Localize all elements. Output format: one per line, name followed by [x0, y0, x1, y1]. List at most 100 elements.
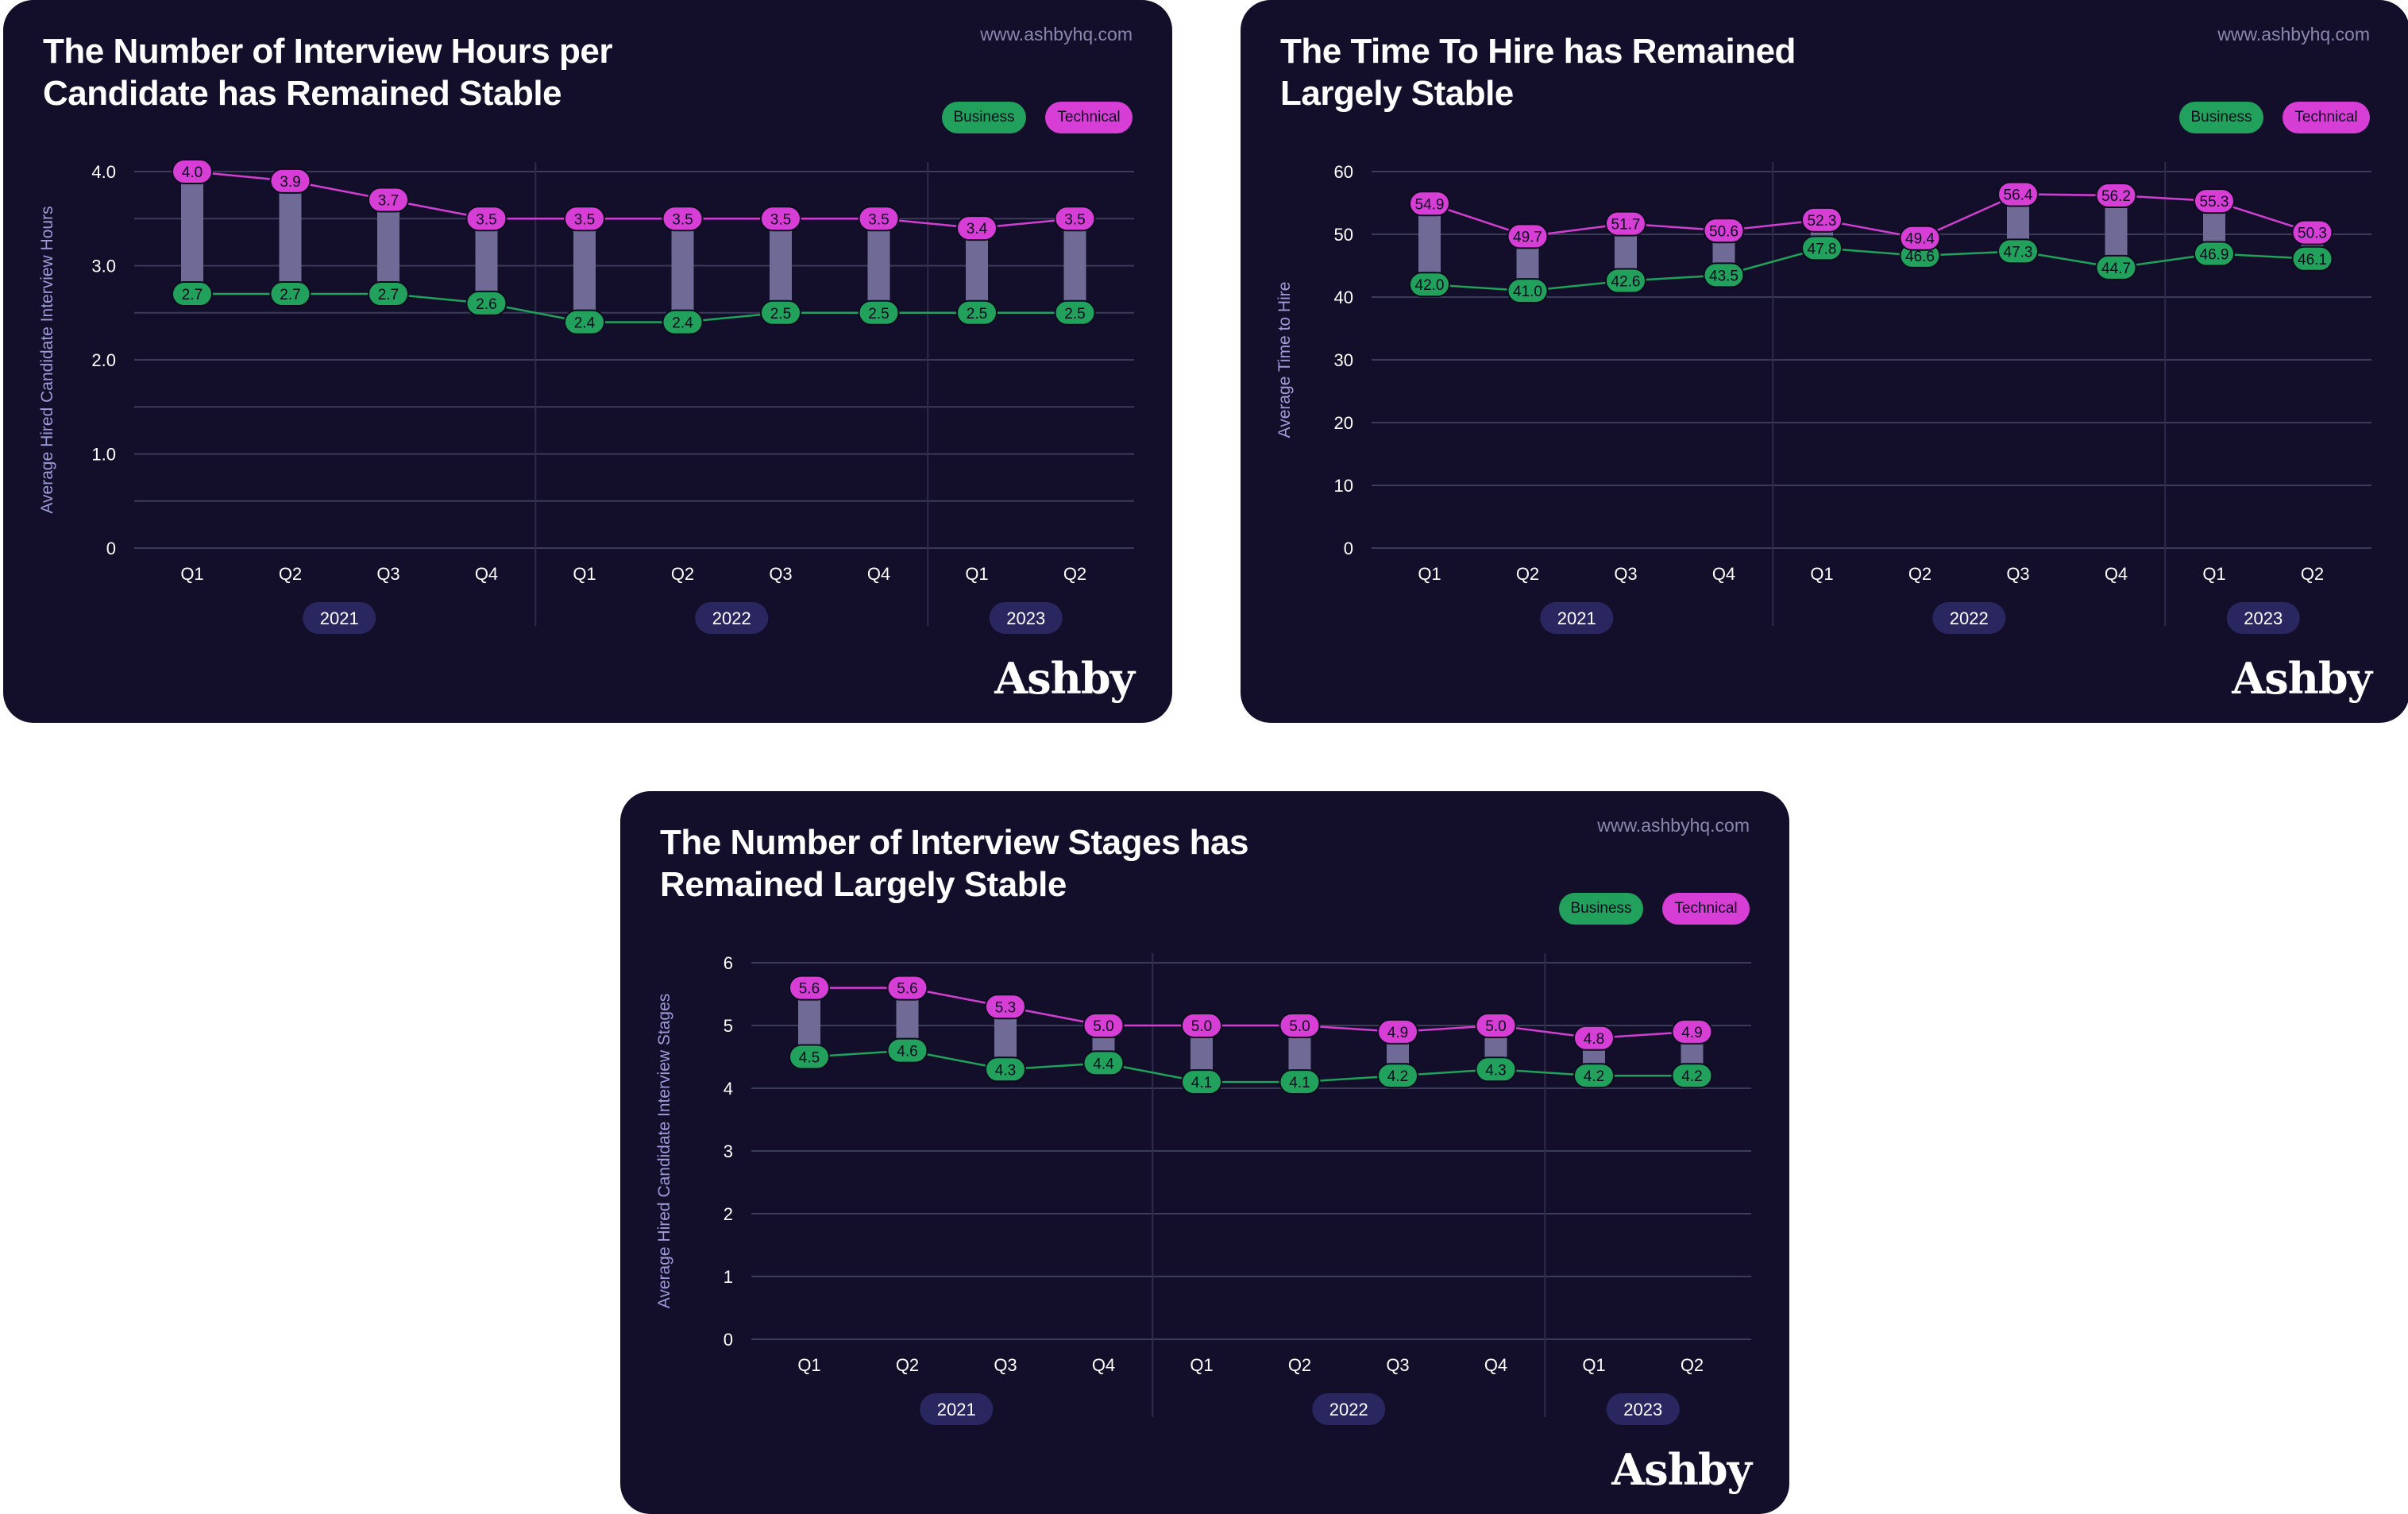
- data-label-text: 49.4: [1905, 231, 1935, 248]
- data-label-text: 46.6: [1905, 249, 1935, 265]
- data-label-pill: [1279, 1069, 1321, 1095]
- year-label: 2021: [1540, 602, 1614, 634]
- x-tick-label: Q2: [1063, 564, 1086, 584]
- x-tick-label: Q3: [1386, 1355, 1409, 1375]
- year-label: 2022: [695, 602, 769, 634]
- business-data-label: 4.3: [1475, 1056, 1517, 1083]
- technical-data-label: 5.0: [1181, 1013, 1222, 1038]
- chart-title: The Number of Interview Hours per Candid…: [43, 30, 710, 114]
- y-tick-label: 20: [1334, 413, 1353, 433]
- y-tick-label: 4.0: [91, 162, 116, 182]
- chart-card-time-to-hire: The Time To Hire has Remained Largely St…: [1241, 0, 2408, 723]
- year-text: 2021: [937, 1400, 976, 1419]
- data-label-text: 41.0: [1513, 284, 1542, 300]
- chart-card-interview-stages: The Number of Interview Stages has Remai…: [620, 791, 1789, 1514]
- data-label-pill: [1605, 268, 1646, 294]
- chart-title-line-2: Largely Stable: [1280, 74, 1514, 113]
- x-tick-label: Q1: [2202, 564, 2225, 584]
- data-label-pill: [172, 281, 213, 307]
- data-label-text: 51.7: [1611, 217, 1641, 234]
- data-label-pill: [1997, 181, 2039, 207]
- data-label-pill: [1997, 238, 2039, 265]
- data-label-text: 42.6: [1611, 273, 1641, 290]
- business-data-label: 4.2: [1671, 1063, 1713, 1089]
- data-label-text: 2.5: [967, 306, 987, 322]
- data-label-pill: [956, 299, 998, 326]
- gap-bar: [377, 199, 399, 295]
- business-data-label: 2.4: [564, 309, 605, 335]
- data-label-pill: [956, 215, 998, 241]
- data-label-text: 3.5: [1064, 211, 1085, 228]
- data-label-text: 2.5: [868, 306, 889, 322]
- chart-title-line-2: Remained Largely Stable: [660, 865, 1067, 904]
- technical-data-label: 4.8: [1573, 1025, 1615, 1051]
- data-label-text: 3.5: [672, 211, 693, 228]
- x-tick-label: Q2: [1908, 564, 1931, 584]
- chart-title-line-1: The Number of Interview Stages has: [660, 823, 1248, 862]
- chart-title-line-2: Candidate has Remained Stable: [43, 74, 562, 113]
- data-label-pill: [1181, 1013, 1222, 1038]
- legend: Business Technical: [2179, 102, 2370, 133]
- legend-technical: Technical: [1045, 102, 1133, 133]
- technical-data-label: 3.5: [465, 206, 507, 232]
- data-label-pill: [886, 1037, 928, 1064]
- x-tick-label: Q3: [769, 564, 792, 584]
- data-label-text: 47.3: [2004, 244, 2033, 261]
- data-label-pill: [1573, 1025, 1615, 1051]
- year-text: 2023: [1006, 608, 1045, 628]
- data-label-text: 4.8: [1584, 1031, 1604, 1048]
- data-label-pill: [1671, 1018, 1713, 1045]
- year-label: 2021: [920, 1393, 994, 1425]
- legend-business: Business: [2179, 102, 2263, 133]
- business-data-label: 42.0: [1409, 272, 1450, 298]
- x-tick-label: Q1: [965, 564, 988, 584]
- business-data-label: 2.5: [858, 299, 900, 326]
- data-label-text: 2.4: [574, 315, 596, 332]
- x-tick-label: Q1: [1810, 564, 1833, 584]
- technical-data-label: 56.4: [1997, 181, 2039, 207]
- data-label-text: 3.5: [868, 211, 889, 228]
- data-label-pill: [985, 994, 1026, 1020]
- data-label-text: 5.3: [995, 999, 1016, 1016]
- y-tick-label: 30: [1334, 350, 1353, 370]
- legend-business: Business: [1559, 893, 1643, 925]
- data-label-text: 49.7: [1513, 229, 1542, 245]
- year-text: 2021: [320, 608, 359, 628]
- business-data-label: 4.1: [1279, 1069, 1321, 1095]
- business-data-label: 44.7: [2095, 254, 2137, 280]
- data-label-text: 3.5: [770, 211, 791, 228]
- data-label-text: 4.5: [799, 1050, 820, 1067]
- data-label-pill: [1054, 206, 1096, 232]
- gap-bar: [1418, 203, 1441, 285]
- data-label-text: 56.4: [2004, 187, 2033, 203]
- business-line: [1429, 247, 2313, 292]
- technical-data-label: 3.9: [269, 168, 311, 194]
- ashby-logo: Ashby: [2232, 653, 2372, 704]
- x-tick-label: Q3: [2006, 564, 2029, 584]
- year-pill: [1606, 1393, 1680, 1425]
- gap-bar: [1063, 218, 1086, 313]
- business-data-label: 4.1: [1181, 1069, 1222, 1095]
- data-label-pill: [1082, 1013, 1125, 1038]
- data-label-pill: [2194, 188, 2235, 214]
- data-label-pill: [465, 206, 507, 232]
- data-label-pill: [1377, 1063, 1418, 1089]
- business-data-label: 2.5: [1054, 299, 1096, 326]
- website-url: www.ashbyhq.com: [2217, 24, 2370, 44]
- data-label-text: 46.9: [2200, 246, 2229, 263]
- data-label-text: 50.3: [2298, 226, 2327, 242]
- data-label-pill: [760, 206, 801, 232]
- business-data-label: 2.7: [269, 281, 311, 307]
- data-label-pill: [662, 309, 704, 335]
- business-data-label: 2.7: [172, 281, 213, 307]
- technical-data-label: 3.5: [1054, 206, 1096, 232]
- website-url: www.ashbyhq.com: [1597, 815, 1750, 836]
- x-tick-label: Q1: [180, 564, 203, 584]
- business-data-label: 4.2: [1377, 1063, 1418, 1089]
- chart-title-line-1: The Number of Interview Hours per: [43, 32, 612, 71]
- x-tick-label: Q2: [1681, 1355, 1704, 1375]
- data-label-pill: [2095, 254, 2137, 280]
- data-label-text: 2.4: [672, 315, 693, 332]
- business-data-label: 42.6: [1605, 268, 1646, 294]
- year-text: 2022: [712, 608, 751, 628]
